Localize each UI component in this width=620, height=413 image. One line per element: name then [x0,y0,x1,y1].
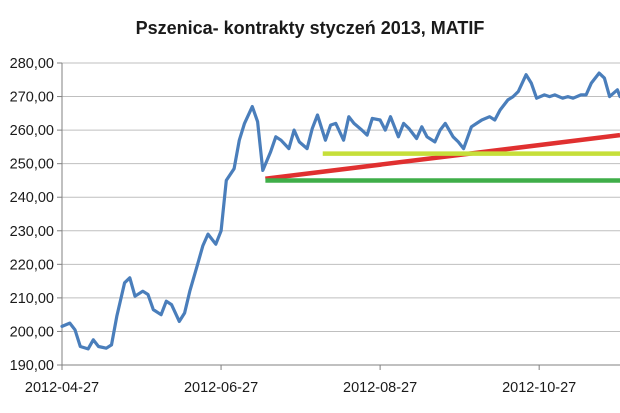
trend-line [265,132,620,181]
x-tick-label: 2012-08-27 [343,380,417,396]
y-tick-label: 230,00 [10,224,54,240]
y-tick-label: 260,00 [10,123,54,139]
y-tick-label: 220,00 [10,257,54,273]
y-tick-label: 200,00 [10,324,54,340]
plot-area [62,63,620,365]
y-tick-label: 240,00 [10,190,54,206]
y-tick-label: 270,00 [10,90,54,106]
y-tick-label: 280,00 [10,56,54,72]
x-tick-label: 2012-04-27 [25,380,99,396]
x-tick-label: 2012-10-27 [502,380,576,396]
x-tick-label: 2012-06-27 [184,380,258,396]
series-line [60,71,620,351]
y-tick-label: 190,00 [10,358,54,374]
y-tick-label: 250,00 [10,157,54,173]
y-tick-label: 210,00 [10,291,54,307]
chart-title: Pszenica- kontrakty styczeń 2013, MATIF [135,18,485,38]
